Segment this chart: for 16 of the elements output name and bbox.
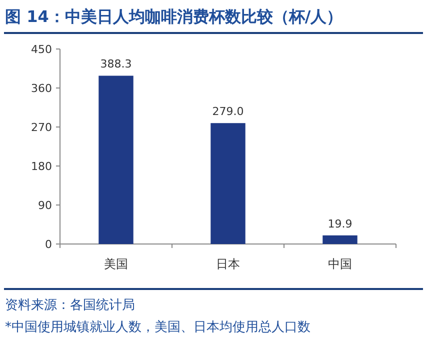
text: *中国使用城镇就业人数，美国、日本均使用总人口数 [5, 319, 310, 335]
plot: 0 90 180 270 360 450 388.3 279.0 19.9 美国 日本 中国 [31, 43, 396, 271]
y-tick-label: 270 [31, 121, 52, 134]
x-tick-label: 日本 [216, 257, 240, 271]
text: 资料来源：各国统计局 [5, 298, 135, 313]
x-tick-label: 美国 [104, 257, 128, 271]
y-tick-label: 90 [38, 199, 52, 212]
x-tick-label: 中国 [328, 257, 352, 271]
data-label: 279.0 [212, 105, 244, 118]
y-tick-label: 450 [31, 43, 52, 56]
data-label: 19.9 [328, 217, 352, 230]
y-tick-label: 360 [31, 82, 52, 95]
y-tick-label: 0 [45, 238, 52, 251]
data-label: 388.3 [100, 58, 132, 71]
title: 图 14：中美日人均咖啡消费杯数比较（杯/人） [5, 7, 343, 26]
y-tick-label: 180 [31, 160, 52, 173]
